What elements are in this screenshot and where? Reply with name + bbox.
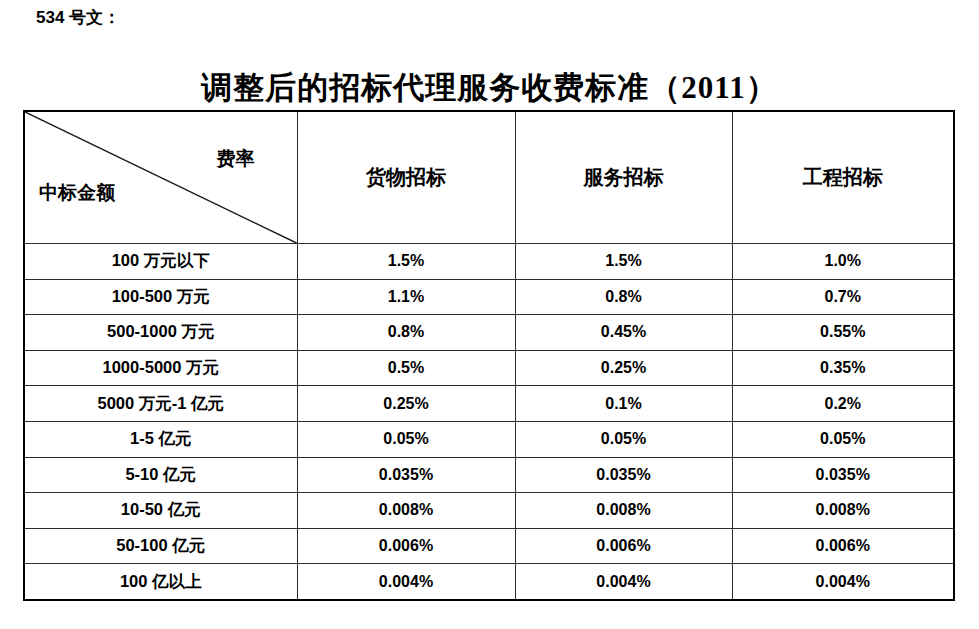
fee-value-cell: 0.55% bbox=[732, 315, 954, 351]
fee-value-cell: 0.008% bbox=[515, 493, 732, 529]
fee-value-cell: 0.006% bbox=[515, 528, 732, 564]
page-title: 调整后的招标代理服务收费标准（2011） bbox=[0, 67, 979, 109]
column-header-service: 服务招标 bbox=[515, 111, 732, 244]
fee-value-cell: 0.035% bbox=[732, 457, 954, 493]
fee-value-cell: 0.004% bbox=[297, 564, 515, 600]
row-label-cell: 10-50 亿元 bbox=[24, 493, 297, 529]
fee-value-cell: 0.05% bbox=[732, 421, 954, 457]
row-label-cell: 100 万元以下 bbox=[24, 244, 297, 280]
table-row: 500-1000 万元 0.8% 0.45% 0.55% bbox=[24, 315, 954, 351]
fee-value-cell: 0.008% bbox=[732, 493, 954, 529]
row-label-cell: 1-5 亿元 bbox=[24, 421, 297, 457]
fee-value-cell: 0.8% bbox=[297, 315, 515, 351]
fee-value-cell: 0.035% bbox=[297, 457, 515, 493]
table-row: 100 万元以下 1.5% 1.5% 1.0% bbox=[24, 244, 954, 280]
table-row: 100 亿以上 0.004% 0.004% 0.004% bbox=[24, 564, 954, 600]
table-row: 5000 万元-1 亿元 0.25% 0.1% 0.2% bbox=[24, 386, 954, 422]
fee-value-cell: 0.008% bbox=[297, 493, 515, 529]
fee-value-cell: 0.35% bbox=[732, 350, 954, 386]
table-row: 5-10 亿元 0.035% 0.035% 0.035% bbox=[24, 457, 954, 493]
table-row: 50-100 亿元 0.006% 0.006% 0.006% bbox=[24, 528, 954, 564]
fee-value-cell: 1.0% bbox=[732, 244, 954, 280]
fee-value-cell: 0.1% bbox=[515, 386, 732, 422]
fee-value-cell: 0.45% bbox=[515, 315, 732, 351]
corner-top-label: 费率 bbox=[217, 146, 255, 172]
fee-value-cell: 0.006% bbox=[297, 528, 515, 564]
row-label-cell: 5000 万元-1 亿元 bbox=[24, 386, 297, 422]
row-label-cell: 100-500 万元 bbox=[24, 279, 297, 315]
corner-bottom-label: 中标金额 bbox=[39, 180, 115, 206]
table-row: 1000-5000 万元 0.5% 0.25% 0.35% bbox=[24, 350, 954, 386]
fee-value-cell: 0.035% bbox=[515, 457, 732, 493]
fee-value-cell: 1.5% bbox=[297, 244, 515, 280]
column-header-goods: 货物招标 bbox=[297, 111, 515, 244]
fee-value-cell: 0.004% bbox=[732, 564, 954, 600]
fee-value-cell: 0.8% bbox=[515, 279, 732, 315]
corner-header-cell: 费率 中标金额 bbox=[24, 111, 297, 244]
fee-value-cell: 0.05% bbox=[297, 421, 515, 457]
table-row: 1-5 亿元 0.05% 0.05% 0.05% bbox=[24, 421, 954, 457]
fee-value-cell: 0.5% bbox=[297, 350, 515, 386]
column-header-engineering: 工程招标 bbox=[732, 111, 954, 244]
fee-value-cell: 1.1% bbox=[297, 279, 515, 315]
doc-number-label: 534 号文： bbox=[36, 6, 120, 29]
fee-value-cell: 0.004% bbox=[515, 564, 732, 600]
row-label-cell: 100 亿以上 bbox=[24, 564, 297, 600]
header-row: 费率 中标金额 货物招标 服务招标 工程招标 bbox=[24, 111, 954, 244]
fee-value-cell: 0.7% bbox=[732, 279, 954, 315]
table-row: 100-500 万元 1.1% 0.8% 0.7% bbox=[24, 279, 954, 315]
fee-value-cell: 1.5% bbox=[515, 244, 732, 280]
fee-value-cell: 0.2% bbox=[732, 386, 954, 422]
fee-value-cell: 0.25% bbox=[515, 350, 732, 386]
fee-value-cell: 0.25% bbox=[297, 386, 515, 422]
row-label-cell: 50-100 亿元 bbox=[24, 528, 297, 564]
row-label-cell: 500-1000 万元 bbox=[24, 315, 297, 351]
table-row: 10-50 亿元 0.008% 0.008% 0.008% bbox=[24, 493, 954, 529]
diagonal-divider-icon bbox=[25, 112, 297, 243]
fee-rate-table: 费率 中标金额 货物招标 服务招标 工程招标 100 万元以下 1.5% 1.5… bbox=[23, 110, 955, 601]
row-label-cell: 1000-5000 万元 bbox=[24, 350, 297, 386]
fee-value-cell: 0.006% bbox=[732, 528, 954, 564]
row-label-cell: 5-10 亿元 bbox=[24, 457, 297, 493]
fee-value-cell: 0.05% bbox=[515, 421, 732, 457]
